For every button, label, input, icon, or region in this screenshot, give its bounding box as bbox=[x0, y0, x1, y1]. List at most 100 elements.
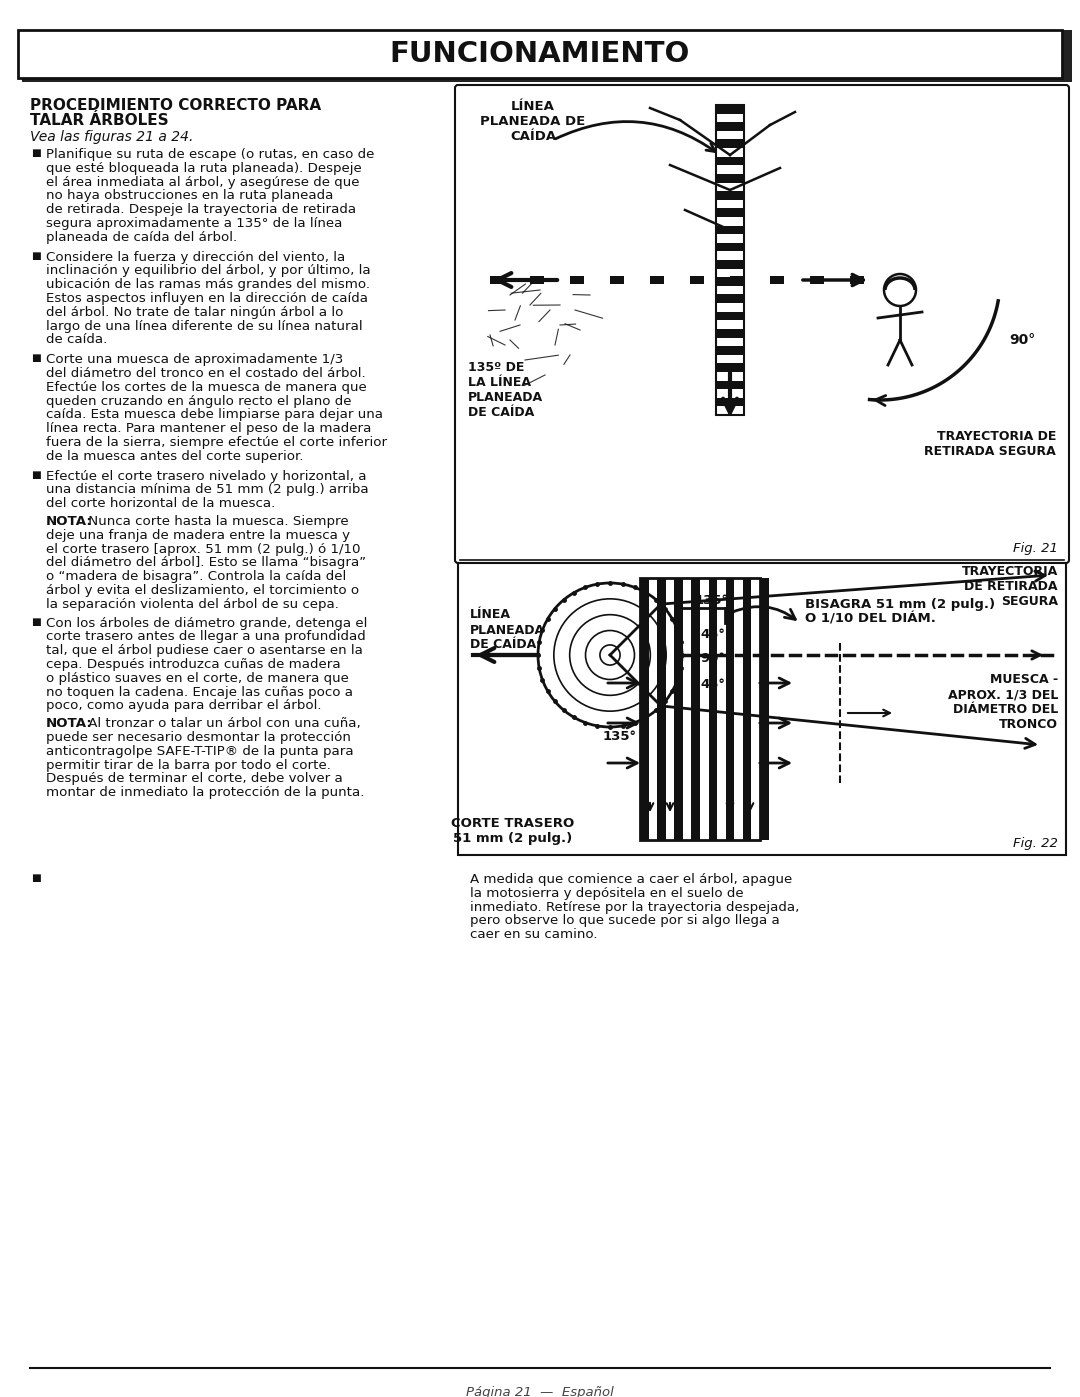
Bar bbox=[640, 578, 760, 840]
Text: Después de terminar el corte, debe volver a: Después de terminar el corte, debe volve… bbox=[46, 773, 342, 785]
Text: 90°: 90° bbox=[1010, 332, 1036, 346]
Text: largo de una línea diferente de su línea natural: largo de una línea diferente de su línea… bbox=[46, 320, 363, 332]
Bar bbox=[490, 277, 504, 284]
Bar bbox=[726, 578, 734, 840]
Text: el área inmediata al árbol, y asegúrese de que: el área inmediata al árbol, y asegúrese … bbox=[46, 176, 360, 189]
Text: Corte una muesca de aproximadamente 1/3: Corte una muesca de aproximadamente 1/3 bbox=[46, 353, 343, 366]
Text: TRAYECTORIA DE
RETIRADA SEGURA: TRAYECTORIA DE RETIRADA SEGURA bbox=[924, 430, 1056, 458]
Text: TALAR ÁRBOLES: TALAR ÁRBOLES bbox=[30, 113, 168, 129]
Bar bbox=[850, 277, 864, 284]
Bar bbox=[716, 156, 744, 165]
Bar bbox=[760, 578, 769, 840]
Bar bbox=[716, 105, 744, 415]
Text: Planifique su ruta de escape (o rutas, en caso de: Planifique su ruta de escape (o rutas, e… bbox=[46, 148, 375, 161]
Text: anticontragolpe SAFE-T-TIP® de la punta para: anticontragolpe SAFE-T-TIP® de la punta … bbox=[46, 745, 353, 757]
Text: 45°: 45° bbox=[700, 629, 725, 641]
Text: MUESCA -
APROX. 1/3 DEL
DIÁMETRO DEL
TRONCO: MUESCA - APROX. 1/3 DEL DIÁMETRO DEL TRO… bbox=[947, 673, 1058, 731]
Bar bbox=[657, 578, 665, 840]
Bar bbox=[640, 578, 649, 840]
Text: deje una franja de madera entre la muesca y: deje una franja de madera entre la muesc… bbox=[46, 529, 350, 542]
Text: ubicación de las ramas más grandes del mismo.: ubicación de las ramas más grandes del m… bbox=[46, 278, 370, 291]
Text: queden cruzando en ángulo recto el plano de: queden cruzando en ángulo recto el plano… bbox=[46, 394, 351, 408]
Text: fuera de la sierra, siempre efectúe el corte inferior: fuera de la sierra, siempre efectúe el c… bbox=[46, 436, 387, 448]
Text: 135°: 135° bbox=[696, 594, 729, 606]
Text: poco, como ayuda para derribar el árbol.: poco, como ayuda para derribar el árbol. bbox=[46, 700, 322, 712]
Bar bbox=[730, 277, 744, 284]
Text: 90°: 90° bbox=[700, 651, 725, 665]
Text: 135°: 135° bbox=[603, 731, 637, 743]
Text: la separación violenta del árbol de su cepa.: la separación violenta del árbol de su c… bbox=[46, 598, 339, 610]
Text: Fig. 21: Fig. 21 bbox=[1013, 542, 1058, 555]
Text: ■: ■ bbox=[31, 148, 41, 158]
Bar bbox=[708, 578, 717, 840]
Text: montar de inmediato la protección de la punta.: montar de inmediato la protección de la … bbox=[46, 787, 365, 799]
Text: A medida que comience a caer el árbol, apague: A medida que comience a caer el árbol, a… bbox=[470, 873, 793, 886]
Bar bbox=[810, 277, 824, 284]
Text: Página 21  —  Español: Página 21 — Español bbox=[467, 1386, 613, 1397]
Circle shape bbox=[538, 583, 681, 726]
Bar bbox=[716, 363, 744, 372]
Text: 45°: 45° bbox=[700, 679, 725, 692]
Bar bbox=[716, 173, 744, 183]
Bar bbox=[716, 243, 744, 251]
Bar bbox=[716, 225, 744, 235]
Text: cepa. Después introduzca cuñas de madera: cepa. Después introduzca cuñas de madera bbox=[46, 658, 340, 671]
Text: Efectúe los cortes de la muesca de manera que: Efectúe los cortes de la muesca de maner… bbox=[46, 381, 367, 394]
Text: de retirada. Despeje la trayectoria de retirada: de retirada. Despeje la trayectoria de r… bbox=[46, 203, 356, 217]
Text: Nunca corte hasta la muesca. Siempre: Nunca corte hasta la muesca. Siempre bbox=[84, 515, 349, 528]
Text: del diámetro del tronco en el costado del árbol.: del diámetro del tronco en el costado de… bbox=[46, 367, 366, 380]
Text: NOTA:: NOTA: bbox=[46, 717, 93, 731]
Bar bbox=[716, 312, 744, 320]
Bar bbox=[690, 277, 704, 284]
Circle shape bbox=[569, 615, 650, 696]
Circle shape bbox=[585, 630, 634, 679]
Text: ■: ■ bbox=[31, 469, 41, 479]
Text: el corte trasero [aprox. 51 mm (2 pulg.) ó 1/10: el corte trasero [aprox. 51 mm (2 pulg.)… bbox=[46, 542, 361, 556]
Text: Estos aspectos influyen en la dirección de caída: Estos aspectos influyen en la dirección … bbox=[46, 292, 368, 305]
Text: caída. Esta muesca debe limpiarse para dejar una: caída. Esta muesca debe limpiarse para d… bbox=[46, 408, 383, 422]
Bar bbox=[890, 277, 904, 284]
Text: PROCEDIMIENTO CORRECTO PARA: PROCEDIMIENTO CORRECTO PARA bbox=[30, 98, 321, 113]
Bar bbox=[716, 122, 744, 131]
Text: Efectúe el corte trasero nivelado y horizontal, a: Efectúe el corte trasero nivelado y hori… bbox=[46, 469, 366, 482]
Text: una distancia mínima de 51 mm (2 pulg.) arriba: una distancia mínima de 51 mm (2 pulg.) … bbox=[46, 483, 368, 496]
Bar bbox=[770, 277, 784, 284]
Bar bbox=[716, 398, 744, 407]
Text: Considere la fuerza y dirección del viento, la: Considere la fuerza y dirección del vien… bbox=[46, 250, 346, 264]
Text: planeada de caída del árbol.: planeada de caída del árbol. bbox=[46, 231, 238, 244]
Bar bbox=[716, 380, 744, 390]
Bar bbox=[18, 29, 1062, 78]
Bar bbox=[458, 563, 1066, 855]
Text: Fig. 22: Fig. 22 bbox=[1013, 837, 1058, 849]
Text: Vea las figuras 21 a 24.: Vea las figuras 21 a 24. bbox=[30, 130, 193, 144]
Bar bbox=[716, 208, 744, 217]
Circle shape bbox=[599, 645, 620, 665]
Bar bbox=[716, 346, 744, 355]
Text: pero observe lo que sucede por si algo llega a: pero observe lo que sucede por si algo l… bbox=[470, 915, 780, 928]
Text: caer en su camino.: caer en su camino. bbox=[470, 928, 597, 942]
Text: NOTA:: NOTA: bbox=[46, 515, 93, 528]
Text: línea recta. Para mantener el peso de la madera: línea recta. Para mantener el peso de la… bbox=[46, 422, 372, 436]
Bar bbox=[716, 140, 744, 148]
Text: Al tronzar o talar un árbol con una cuña,: Al tronzar o talar un árbol con una cuña… bbox=[84, 717, 361, 731]
Text: LÍNEA
PLANEADA DE
CAÍDA: LÍNEA PLANEADA DE CAÍDA bbox=[481, 101, 585, 142]
FancyBboxPatch shape bbox=[455, 85, 1069, 563]
Text: BISAGRA 51 mm (2 pulg.)
O 1/10 DEL DIÁM.: BISAGRA 51 mm (2 pulg.) O 1/10 DEL DIÁM. bbox=[805, 598, 995, 626]
Circle shape bbox=[554, 599, 666, 711]
Bar bbox=[716, 260, 744, 268]
Bar bbox=[716, 295, 744, 303]
Text: de la muesca antes del corte superior.: de la muesca antes del corte superior. bbox=[46, 450, 303, 462]
Text: del diámetro del árbol]. Esto se llama “bisagra”: del diámetro del árbol]. Esto se llama “… bbox=[46, 556, 366, 570]
Text: ■: ■ bbox=[31, 250, 41, 261]
Text: o plástico suaves en el corte, de manera que: o plástico suaves en el corte, de manera… bbox=[46, 672, 349, 685]
Text: inmediato. Retírese por la trayectoria despejada,: inmediato. Retírese por la trayectoria d… bbox=[470, 901, 799, 914]
Bar bbox=[530, 277, 544, 284]
Bar bbox=[650, 277, 664, 284]
Text: LÍNEA
PLANEADA
DE CAÍDA: LÍNEA PLANEADA DE CAÍDA bbox=[470, 609, 545, 651]
Text: del árbol. No trate de talar ningún árbol a lo: del árbol. No trate de talar ningún árbo… bbox=[46, 306, 343, 319]
Text: tal, que el árbol pudiese caer o asentarse en la: tal, que el árbol pudiese caer o asentar… bbox=[46, 644, 363, 657]
Bar bbox=[22, 29, 1072, 82]
Bar bbox=[716, 191, 744, 200]
Bar bbox=[716, 105, 744, 113]
Text: CORTE TRASERO
51 mm (2 pulg.): CORTE TRASERO 51 mm (2 pulg.) bbox=[451, 817, 575, 845]
